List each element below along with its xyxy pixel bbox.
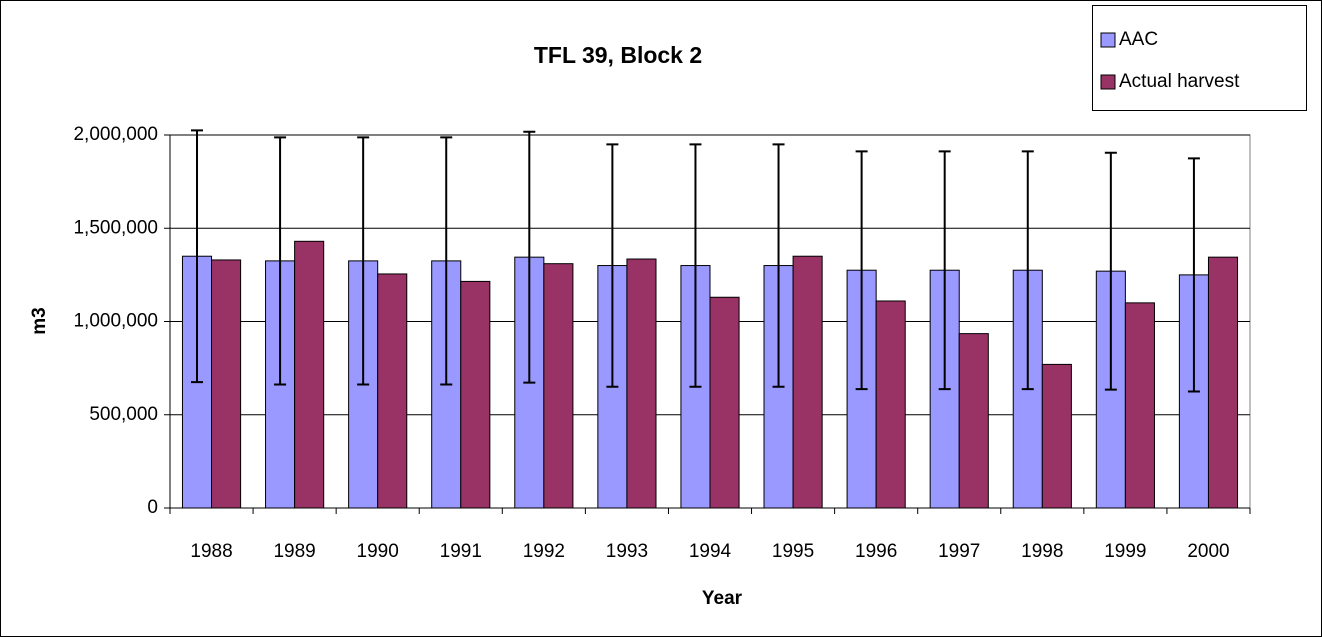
bar <box>709 296 740 509</box>
x-tick-label: 2000 <box>1187 541 1229 562</box>
error-bar <box>855 150 868 391</box>
x-tick-label: 1993 <box>606 541 648 562</box>
bar <box>1207 256 1239 509</box>
legend-label: AAC <box>1119 29 1158 50</box>
y-axis-label: m3 <box>29 307 50 334</box>
chart-title: TFL 39, Block 2 <box>534 42 702 68</box>
error-bar <box>938 150 951 391</box>
y-tick-label: 0 <box>147 497 158 518</box>
x-tick-label: 1988 <box>190 541 232 562</box>
x-tick-label: 1994 <box>689 541 732 562</box>
x-tick-label: 1990 <box>357 541 399 562</box>
bar <box>543 263 574 509</box>
y-tick-label: 1,000,000 <box>73 311 158 332</box>
x-tick-label: 1996 <box>855 541 897 562</box>
y-tick-label: 500,000 <box>89 404 158 425</box>
x-tick-label: 1991 <box>440 541 482 562</box>
legend-swatch <box>1100 32 1116 48</box>
x-tick-label: 1998 <box>1021 541 1063 562</box>
x-tick-label: 1997 <box>938 541 980 562</box>
bar <box>211 259 242 509</box>
bar <box>294 240 325 509</box>
legend-box <box>1092 5 1307 111</box>
error-bar <box>1187 157 1200 393</box>
x-axis-label: Year <box>702 588 743 609</box>
bar <box>792 255 823 509</box>
x-tick-label: 1999 <box>1104 541 1146 562</box>
bar <box>958 333 989 509</box>
error-bar <box>772 143 785 388</box>
error-bar <box>1021 150 1034 391</box>
error-bar <box>1104 151 1117 391</box>
bar <box>626 258 657 509</box>
legend-label: Actual harvest <box>1119 71 1240 92</box>
x-tick-label: 1989 <box>273 541 315 562</box>
error-bar <box>606 143 619 388</box>
x-tick-label: 1995 <box>772 541 814 562</box>
error-bar <box>191 129 203 384</box>
bar <box>875 300 906 509</box>
error-bar <box>274 136 287 386</box>
bar <box>1124 302 1155 509</box>
error-bar <box>523 130 536 384</box>
bar <box>460 280 491 509</box>
error-bar <box>689 143 702 388</box>
y-tick-label: 1,500,000 <box>73 217 158 238</box>
x-tick-label: 1992 <box>523 541 565 562</box>
error-bar <box>440 136 453 386</box>
legend-swatch <box>1100 74 1116 90</box>
bar <box>377 273 408 509</box>
error-bar <box>357 136 370 386</box>
y-tick-label: 2,000,000 <box>73 124 158 145</box>
bar <box>1041 363 1072 509</box>
